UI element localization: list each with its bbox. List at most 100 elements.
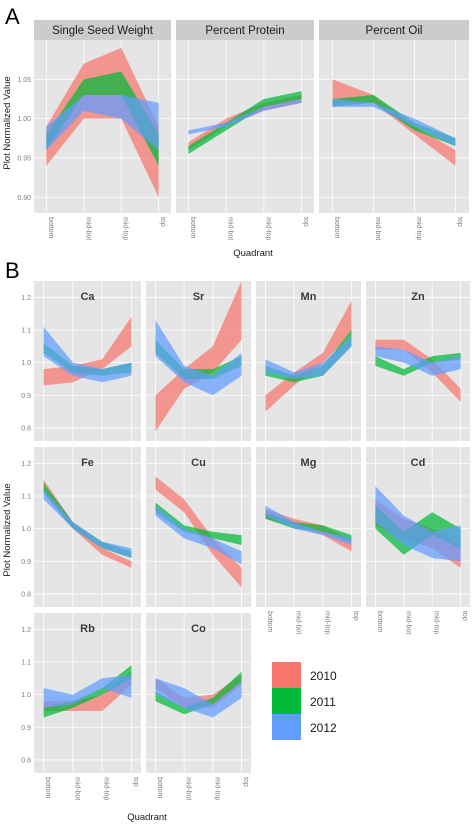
y-tick-label: 1.1 <box>21 327 31 334</box>
facet-ca: Ca 0.8 0.9 1.0 1.1 1.2 <box>21 281 141 441</box>
facet-single-seed-weight-strip <box>34 20 171 40</box>
y-tick-label: 1.2 <box>21 461 31 468</box>
facet-single-seed-weight-ribbon-2012 <box>46 95 159 151</box>
facet-rb: Rb 0.8 0.9 1.0 1.1 1.2 bottom mid-bot mid-top top <box>21 613 141 800</box>
y-tick-label: 1.1 <box>21 493 31 500</box>
panel-b-y-axis-title: Plot Normalized Value <box>2 483 13 576</box>
facet-co-title: Co <box>191 623 206 635</box>
legend-key-2012 <box>272 714 301 740</box>
x-tick-label: mid-top <box>213 777 220 800</box>
facet-zn-ribbon-2012 <box>375 346 461 376</box>
facet-percent-protein-ribbon-2011 <box>188 91 302 155</box>
facet-ca-background <box>34 281 141 441</box>
y-tick-label: 1.05 <box>17 77 31 84</box>
facet-fe-background <box>34 447 141 607</box>
facet-percent-protein-strip-label: Percent Protein <box>205 25 284 37</box>
legend-key-2010 <box>272 662 301 688</box>
facet-percent-protein-ribbon-2012 <box>188 98 302 135</box>
facet-cd: Cd bottom mid-bot mid-top top <box>366 447 470 634</box>
x-tick-label: top <box>132 777 139 787</box>
panel-letter-a: A <box>5 4 20 29</box>
facet-zn: Zn <box>366 281 470 441</box>
x-tick-label: mid-top <box>264 217 271 240</box>
y-tick-label: 0.9 <box>21 725 31 732</box>
facet-rb-ribbon-2012 <box>43 675 132 708</box>
facet-fe-ribbon-2012 <box>43 489 132 559</box>
y-tick-label: 0.9 <box>21 559 31 566</box>
x-tick-label: mid-bot <box>185 777 192 800</box>
y-tick-label: 1.2 <box>21 295 31 302</box>
panel-a-y-axis-title: Plot Normalized Value <box>2 76 13 169</box>
x-tick-label: top <box>159 217 166 227</box>
x-tick-label: mid-top <box>122 217 129 240</box>
facet-sr-ribbon-2012 <box>155 320 242 396</box>
facet-co-ribbon-2012 <box>155 678 242 718</box>
x-tick-label: mid-bot <box>374 217 381 240</box>
y-tick-label: 0.8 <box>21 425 31 432</box>
facet-cu-title: Cu <box>191 457 206 469</box>
facet-zn-title: Zn <box>411 291 425 303</box>
facet-cu: Cu <box>146 447 251 607</box>
x-tick-label: bottom <box>156 777 163 799</box>
x-tick-label: mid-bot <box>227 217 234 240</box>
x-tick-label: top <box>242 777 249 787</box>
facet-percent-protein: Percent Protein bottom mid-bot mid-top top <box>176 20 314 240</box>
facet-cu-ribbon-2011 <box>155 502 242 545</box>
x-tick-label: mid-top <box>415 217 422 240</box>
facet-mg-title: Mg <box>301 457 317 469</box>
facet-percent-protein-strip <box>176 20 314 40</box>
facet-mg-ribbon-2012 <box>265 505 352 545</box>
facet-single-seed-weight-ribbon-2010 <box>46 47 159 198</box>
x-tick-label: mid-bot <box>73 777 80 800</box>
y-tick-label: 1.1 <box>21 659 31 666</box>
y-tick-label: 0.90 <box>17 195 31 202</box>
facet-cu-ribbon-2012 <box>155 505 242 565</box>
facet-percent-oil-ribbon-2011 <box>332 95 456 147</box>
facet-percent-protein-background <box>176 40 314 213</box>
x-tick-label: bottom <box>333 217 340 239</box>
y-tick-label: 0.9 <box>21 393 31 400</box>
panel-b-x-axis-title: Quadrant <box>127 812 167 823</box>
facet-percent-oil-strip <box>319 20 469 40</box>
y-tick-label: 1.0 <box>21 360 31 367</box>
y-tick-label: 0.8 <box>21 591 31 598</box>
x-tick-label: bottom <box>47 217 54 239</box>
facet-cd-ribbon-2012 <box>375 486 461 562</box>
facet-mn-ribbon-2012 <box>265 336 352 379</box>
facet-sr-ribbon-2010 <box>155 281 242 432</box>
facet-fe: Fe 0.8 0.9 1.0 1.1 1.2 <box>21 447 141 607</box>
facet-sr: Sr <box>146 281 251 441</box>
facet-percent-oil-ribbon-2012 <box>332 98 456 147</box>
facet-mn-background <box>256 281 361 441</box>
facet-single-seed-weight-ribbon-2011 <box>46 71 159 166</box>
x-tick-label: mid-bot <box>295 611 302 634</box>
legend-label-2012: 2012 <box>310 721 337 735</box>
facet-percent-oil-background <box>319 40 469 213</box>
x-tick-label: mid-top <box>323 611 330 634</box>
y-tick-label: 1.0 <box>21 692 31 699</box>
facet-fe-ribbon-2010 <box>43 479 132 568</box>
facet-sr-title: Sr <box>193 291 205 303</box>
x-tick-label: bottom <box>266 611 273 633</box>
facet-zn-ribbon-2010 <box>375 339 461 402</box>
facets: Single Seed Weight 0.90 0.95 1.00 1.05 bottom… <box>17 20 470 800</box>
legend: 2010 2011 2012 <box>272 662 337 740</box>
y-tick-label: 1.0 <box>21 526 31 533</box>
facet-rb-title: Rb <box>80 623 95 635</box>
facet-percent-oil-strip-label: Percent Oil <box>366 25 423 37</box>
facet-ca-ribbon-2012 <box>43 326 132 383</box>
x-tick-label: mid-top <box>433 611 440 634</box>
legend-key-2011 <box>272 688 301 714</box>
facet-single-seed-weight-strip-label: Single Seed Weight <box>52 25 154 37</box>
panel-letter-b: B <box>5 258 20 283</box>
x-tick-label: top <box>302 217 309 227</box>
x-tick-label: bottom <box>376 611 383 633</box>
facet-mn: Mn <box>256 281 361 441</box>
facet-single-seed-weight: Single Seed Weight 0.90 0.95 1.00 1.05 bottom… <box>17 20 171 240</box>
x-tick-label: mid-top <box>103 777 110 800</box>
x-tick-label: bottom <box>44 777 51 799</box>
facet-ca-title: Ca <box>80 291 95 303</box>
legend-label-2011: 2011 <box>310 695 336 709</box>
y-tick-label: 0.95 <box>17 155 31 162</box>
y-tick-label: 1.00 <box>17 116 31 123</box>
